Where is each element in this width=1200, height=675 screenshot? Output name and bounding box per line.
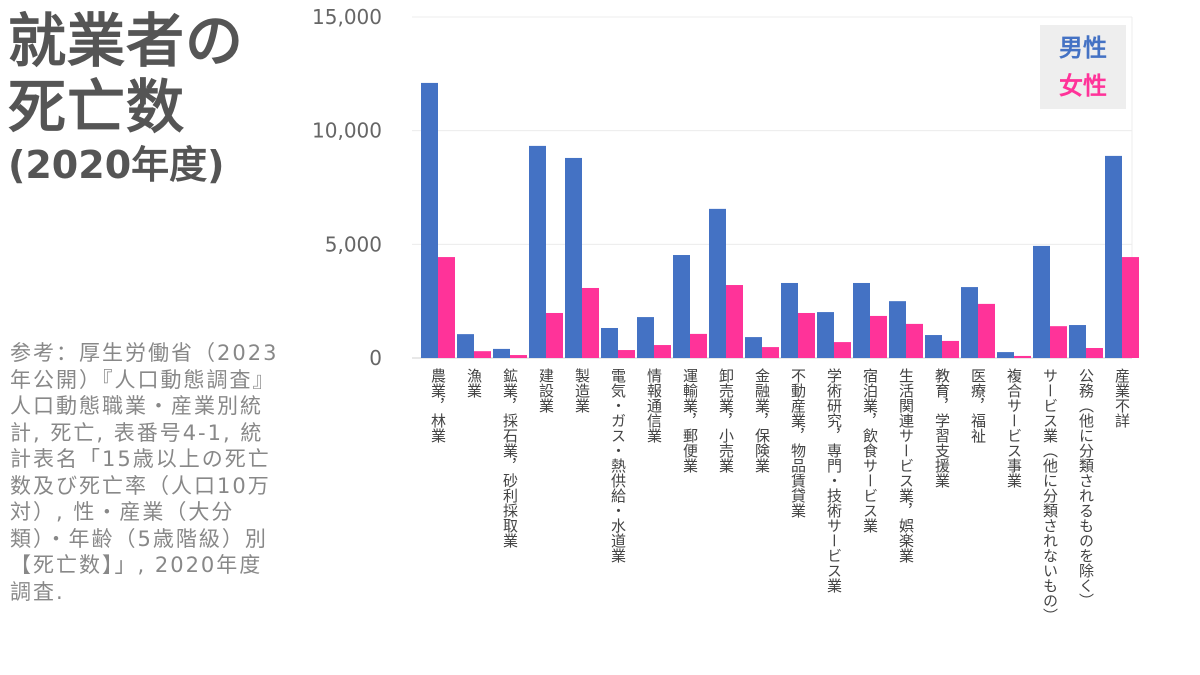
bar-female xyxy=(1014,355,1031,358)
x-tick-label: 金融業，保険業 xyxy=(753,368,771,473)
bar-female xyxy=(870,315,887,358)
bar-female xyxy=(726,285,743,358)
bar-male xyxy=(493,348,510,358)
title-line-2: 死亡数 xyxy=(8,73,186,141)
bar-female xyxy=(474,351,491,358)
x-tick-label: 複合サービス事業 xyxy=(1005,368,1023,488)
x-tick-label: 鉱業，採石業，砂利採取業 xyxy=(501,368,519,548)
bar-female xyxy=(1086,347,1103,358)
bar-male xyxy=(673,255,690,358)
bar-male xyxy=(889,301,906,358)
bar-female xyxy=(438,257,455,358)
x-tick-label: 建設業 xyxy=(537,368,555,413)
x-tick-label: 学術研究，専門・技術サービス業 xyxy=(825,368,843,593)
bar-female xyxy=(1050,326,1067,358)
bar-female xyxy=(546,312,563,358)
bar-male xyxy=(925,335,942,358)
x-tick-label: 教育，学習支援業 xyxy=(933,368,951,488)
bar-female xyxy=(510,355,527,358)
bar-male xyxy=(1069,325,1086,358)
x-tick-label: 宿泊業，飲食サービス業 xyxy=(861,368,879,533)
bar-male xyxy=(601,327,618,358)
bar-male xyxy=(961,287,978,358)
bar-female xyxy=(654,345,671,358)
legend-female: 女性 xyxy=(1059,72,1107,100)
title-line-3: (2020年度) xyxy=(8,143,225,187)
x-tick-label: 運輸業，郵便業 xyxy=(681,368,699,473)
y-tick-label: 15,000 xyxy=(312,5,382,29)
bar-female xyxy=(978,303,995,358)
x-tick-label: 漁業 xyxy=(465,368,483,398)
x-tick-label: サービス業（他に分類されないもの） xyxy=(1041,368,1059,623)
y-tick-label: 0 xyxy=(369,346,382,370)
x-tick-label: 農業，林業 xyxy=(429,368,447,443)
x-tick-label: 医療，福祉 xyxy=(969,368,987,443)
bar-male xyxy=(1105,155,1122,358)
y-tick-label: 10,000 xyxy=(312,119,382,143)
x-tick-label: 電気・ガス・熱供給・水道業 xyxy=(609,368,627,563)
bar-female xyxy=(582,287,599,358)
bar-female xyxy=(618,350,635,358)
source-note: 参考：厚生労働省（2023年公開）『人口動態調査』 人口動態職業・産業別統計, … xyxy=(10,341,279,604)
x-tick-label: 不動産業，物品賃貸業 xyxy=(789,368,807,518)
bar-female xyxy=(690,333,707,358)
bar-male xyxy=(1033,245,1050,358)
bar-male xyxy=(745,337,762,358)
legend-male: 男性 xyxy=(1059,34,1107,62)
x-tick-label: 生活関連サービス業，娯楽業 xyxy=(897,368,915,563)
legend: 男性 女性 xyxy=(1040,25,1126,109)
title-line-1: 就業者の xyxy=(8,7,245,75)
x-tick-label: 情報通信業 xyxy=(645,368,663,443)
x-tick-label: 産業不詳 xyxy=(1113,368,1131,428)
x-tick-label: 卸売業，小売業 xyxy=(717,368,735,473)
bar-male xyxy=(709,208,726,358)
bar-female xyxy=(762,347,779,358)
bar-male xyxy=(997,352,1014,358)
bar-male xyxy=(817,312,834,358)
bar-male xyxy=(529,145,546,358)
y-tick-label: 5,000 xyxy=(325,232,382,256)
chart-title: 就業者の 死亡数 (2020年度) xyxy=(8,8,244,190)
bar-male xyxy=(421,82,438,358)
bar-male xyxy=(565,157,582,358)
bar-male xyxy=(781,282,798,358)
x-tick-label: 製造業 xyxy=(573,368,591,413)
bar-male xyxy=(637,317,654,358)
x-tick-label: 公務（他に分類されるものを除く） xyxy=(1077,368,1095,608)
bar-female xyxy=(798,312,815,358)
bar-male xyxy=(853,282,870,358)
bar-male xyxy=(457,334,474,358)
bar-female xyxy=(942,340,959,358)
bar-female xyxy=(1122,257,1139,358)
bar-female xyxy=(906,323,923,358)
bar-female xyxy=(834,342,851,358)
